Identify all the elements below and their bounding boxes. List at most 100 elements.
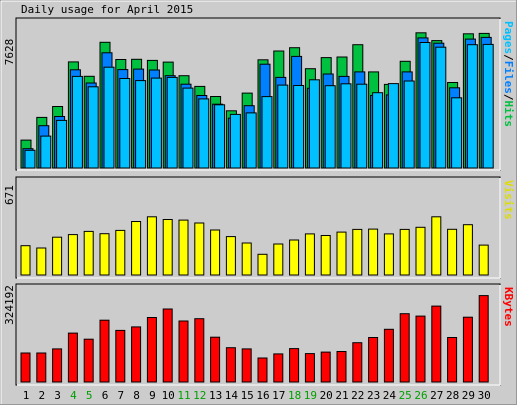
bar-kbytes-day-26 xyxy=(415,315,426,383)
hits-bars xyxy=(20,32,494,169)
visits-ylabel: Visits xyxy=(502,180,515,220)
x-tick-label-day-22: 22 xyxy=(351,389,364,402)
bar-visits-day-12 xyxy=(194,222,205,276)
bar-visits-day-5 xyxy=(83,230,94,276)
bar-visits-day-30 xyxy=(478,244,489,276)
bar-visits-day-4 xyxy=(67,234,78,276)
bar-kbytes-day-21 xyxy=(336,351,347,383)
bar-pages-day-28 xyxy=(451,97,463,169)
x-tick-label-day-10: 10 xyxy=(162,389,175,402)
bar-pages-day-3 xyxy=(56,119,68,169)
bar-kbytes-day-4 xyxy=(67,332,78,383)
x-tick-label-day-17: 17 xyxy=(272,389,285,402)
x-tick-label-day-15: 15 xyxy=(241,389,254,402)
bar-kbytes-day-11 xyxy=(178,320,189,383)
bar-visits-day-26 xyxy=(415,226,426,276)
bar-pages-day-27 xyxy=(435,46,447,169)
bar-pages-day-15 xyxy=(245,112,257,169)
bar-kbytes-day-3 xyxy=(52,348,63,383)
x-tick-label-day-1: 1 xyxy=(23,389,30,402)
x-axis-tick-labels: 1 2 3 4 5 6 7 8 9 10 11 12 13 14 15 16 17 18 19 20 21 22 23 24 2… xyxy=(23,389,491,402)
x-tick-label-day-30: 30 xyxy=(478,389,491,402)
visits-bars xyxy=(20,216,489,276)
x-tick-label-day-16: 16 xyxy=(256,389,269,402)
x-tick-label-day-14: 14 xyxy=(225,389,239,402)
bar-pages-day-23 xyxy=(372,92,384,169)
x-tick-label-day-23: 23 xyxy=(367,389,380,402)
chart-title: Daily usage for April 2015 xyxy=(21,3,193,16)
x-tick-label-day-19: 19 xyxy=(304,389,317,402)
bar-pages-day-6 xyxy=(103,66,115,169)
bar-kbytes-day-25 xyxy=(399,313,410,383)
bar-pages-day-8 xyxy=(135,80,147,169)
bar-kbytes-day-20 xyxy=(320,351,331,383)
bar-pages-day-1 xyxy=(24,149,36,169)
bar-kbytes-day-29 xyxy=(462,316,473,383)
x-tick-label-day-3: 3 xyxy=(54,389,61,402)
legend-sep-1: / xyxy=(502,54,515,61)
bar-pages-day-19 xyxy=(308,79,320,169)
bar-pages-day-22 xyxy=(356,83,368,169)
bar-kbytes-day-10 xyxy=(162,308,173,383)
bar-pages-day-7 xyxy=(119,78,131,169)
x-tick-label-day-5: 5 xyxy=(86,389,93,402)
bar-kbytes-day-12 xyxy=(194,318,205,383)
x-tick-label-day-20: 20 xyxy=(320,389,333,402)
bar-visits-day-10 xyxy=(162,219,173,276)
bar-visits-day-7 xyxy=(115,229,126,276)
bar-kbytes-day-6 xyxy=(99,319,110,383)
bar-kbytes-day-28 xyxy=(447,337,458,383)
bar-kbytes-day-19 xyxy=(304,353,315,383)
bar-kbytes-day-22 xyxy=(352,342,363,383)
bar-visits-day-27 xyxy=(431,216,442,276)
hits-ymax-label: 7628 xyxy=(3,39,16,66)
bar-pages-day-11 xyxy=(182,87,194,169)
bar-pages-day-26 xyxy=(419,42,431,169)
bar-kbytes-day-24 xyxy=(383,328,394,383)
bar-kbytes-day-5 xyxy=(83,338,94,383)
bar-visits-day-19 xyxy=(304,233,315,276)
kbytes-bars xyxy=(20,295,489,383)
bar-pages-day-10 xyxy=(166,76,178,169)
bar-visits-day-1 xyxy=(20,245,31,276)
bar-pages-day-13 xyxy=(214,104,226,169)
x-tick-label-day-8: 8 xyxy=(133,389,140,402)
x-tick-label-day-27: 27 xyxy=(430,389,443,402)
x-tick-label-day-18: 18 xyxy=(288,389,301,402)
bar-visits-day-22 xyxy=(352,228,363,276)
bar-kbytes-day-2 xyxy=(36,352,47,383)
visits-ymax-label: 671 xyxy=(3,185,16,205)
bar-kbytes-day-13 xyxy=(210,336,221,383)
bar-pages-day-17 xyxy=(277,84,289,169)
bar-visits-day-21 xyxy=(336,231,347,276)
x-tick-label-day-13: 13 xyxy=(209,389,222,402)
bar-pages-day-12 xyxy=(198,98,210,169)
bar-kbytes-day-7 xyxy=(115,329,126,383)
bar-visits-day-13 xyxy=(210,229,221,276)
hits-ylabel: Pages/Files/Hits xyxy=(502,21,515,127)
bar-visits-day-29 xyxy=(462,224,473,276)
bar-pages-day-14 xyxy=(229,113,241,169)
bar-kbytes-day-16 xyxy=(257,357,268,383)
bar-visits-day-25 xyxy=(399,228,410,276)
x-tick-label-day-6: 6 xyxy=(102,389,109,402)
bar-visits-day-18 xyxy=(289,239,300,276)
x-tick-label-day-4: 4 xyxy=(70,389,77,402)
x-tick-label-day-29: 29 xyxy=(462,389,475,402)
bar-kbytes-day-23 xyxy=(368,337,379,383)
bar-visits-day-8 xyxy=(131,221,142,276)
bar-pages-day-9 xyxy=(150,77,162,169)
bar-visits-day-2 xyxy=(36,247,47,276)
bar-visits-day-6 xyxy=(99,233,110,276)
x-tick-label-day-2: 2 xyxy=(38,389,45,402)
bar-kbytes-day-27 xyxy=(431,305,442,383)
bar-visits-day-23 xyxy=(368,228,379,276)
x-tick-label-day-9: 9 xyxy=(149,389,156,402)
x-tick-label-day-21: 21 xyxy=(335,389,348,402)
kbytes-ylabel: KBytes xyxy=(502,287,515,327)
bar-pages-day-5 xyxy=(87,86,99,169)
bar-visits-day-9 xyxy=(146,216,157,276)
x-tick-label-day-28: 28 xyxy=(446,389,459,402)
bar-pages-day-16 xyxy=(261,96,273,169)
bar-pages-day-30 xyxy=(482,43,494,169)
